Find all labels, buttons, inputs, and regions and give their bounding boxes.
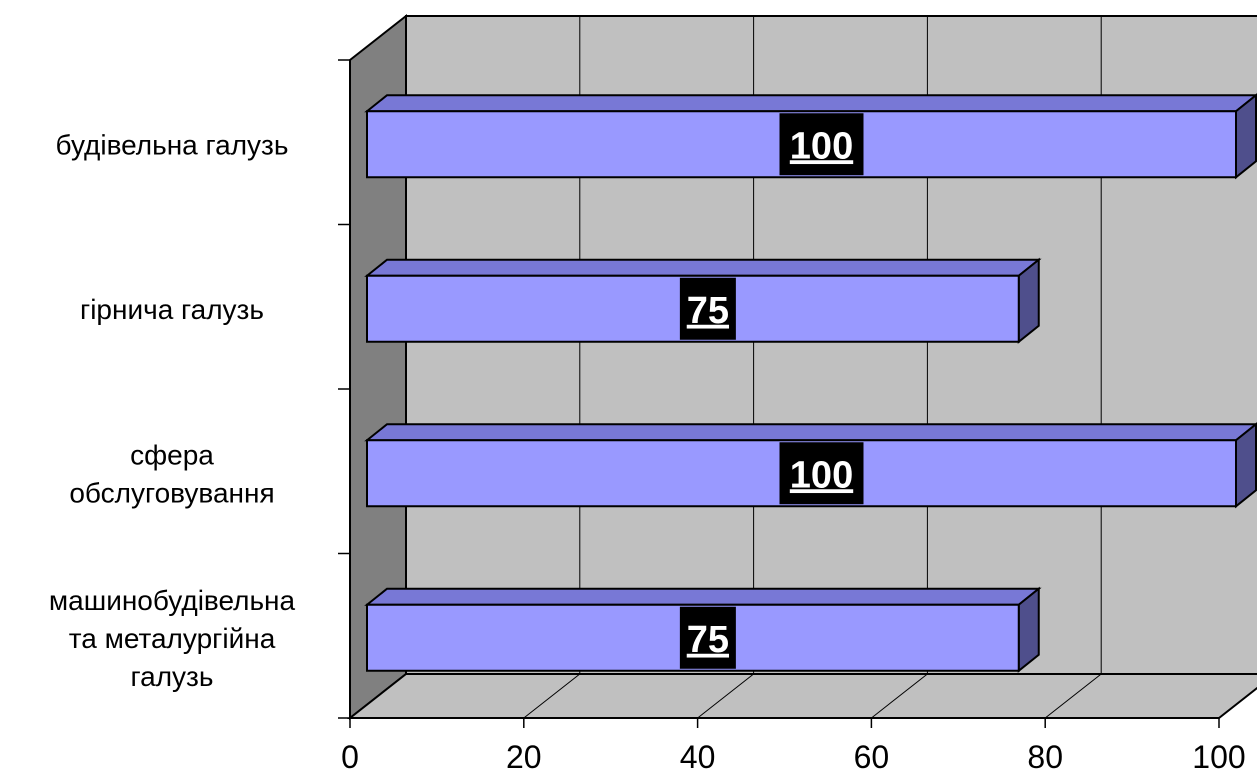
category-label: гірнича галузь xyxy=(80,294,264,325)
x-tick-label: 60 xyxy=(854,739,890,774)
data-label-bg xyxy=(779,113,864,176)
data-label: 100 xyxy=(790,125,853,167)
data-label: 75 xyxy=(687,290,729,332)
axes: будівельна галузь гірнича галузь сфера обсл… xyxy=(49,59,1246,774)
bar: 75 xyxy=(364,586,1042,673)
category-label: машинобудівельна xyxy=(49,585,296,616)
data-label-bg xyxy=(779,442,864,505)
floor-gridline xyxy=(871,673,928,719)
bar-top-face xyxy=(364,258,1042,277)
floor-gridline xyxy=(697,673,754,719)
data-label: 75 xyxy=(687,619,729,661)
data-label: 100 xyxy=(790,454,853,496)
category-label: та металургійна xyxy=(69,623,276,654)
data-label-bg xyxy=(679,277,736,340)
category-label: будівельна галузь xyxy=(56,129,289,160)
category-label: обслуговування xyxy=(69,477,274,508)
floor-gridline xyxy=(523,673,581,719)
bar: 100 xyxy=(364,422,1257,509)
category-label: галузь xyxy=(131,661,214,692)
x-tick-label: 40 xyxy=(680,739,716,774)
bar-top-face xyxy=(364,587,1042,606)
x-tick-label: 100 xyxy=(1192,739,1245,774)
bars: 100 75 100 75 xyxy=(364,93,1257,673)
chart-floor xyxy=(347,673,1257,719)
bar: 100 xyxy=(364,93,1257,180)
x-tick-label: 0 xyxy=(341,739,359,774)
data-label-bg xyxy=(679,606,736,669)
x-tick-label: 80 xyxy=(1027,739,1063,774)
bar: 75 xyxy=(364,257,1042,344)
bar-top-face xyxy=(364,94,1257,113)
category-label: сфера xyxy=(130,439,214,470)
floor-gridline xyxy=(1044,673,1102,719)
bar-top-face xyxy=(364,423,1257,442)
floor-gridline xyxy=(1218,687,1257,719)
x-tick-label: 20 xyxy=(506,739,542,774)
